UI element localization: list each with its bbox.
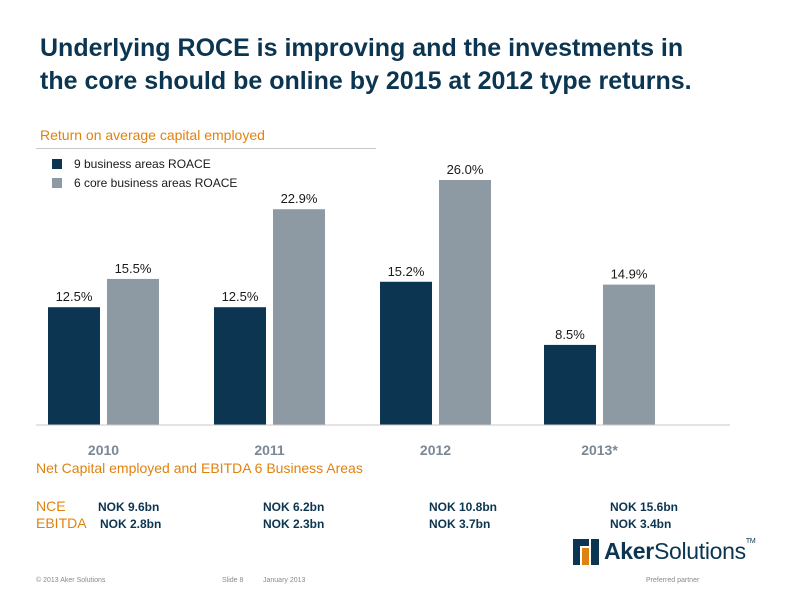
title-line-1: Underlying ROCE is improving and the inv…	[40, 34, 684, 62]
x-tick-label: 2012	[420, 442, 451, 458]
data-label: 12.5%	[56, 289, 93, 304]
legend-item-9-areas: 9 business areas ROACE	[52, 154, 237, 173]
chart-legend: 9 business areas ROACE 6 core business a…	[52, 154, 237, 192]
data-label: 15.5%	[115, 261, 152, 276]
nce-row: NCE NOK 9.6bn NOK 6.2bn NOK 10.8bn NOK 1…	[36, 498, 776, 515]
bar-six-core-2011	[273, 209, 325, 425]
bar-nine-areas-2013	[544, 344, 596, 425]
data-label: 26.0%	[447, 162, 484, 177]
data-label: 14.9%	[611, 267, 648, 282]
bar-six-core-2012	[439, 180, 491, 425]
bar-nine-areas-2010	[48, 307, 100, 425]
x-tick-label: 2010	[88, 442, 119, 458]
footer-date: January 2013	[263, 577, 306, 584]
bar-nine-areas-2012	[380, 281, 432, 425]
section-title-nce-ebitda: Net Capital employed and EBITDA 6 Busine…	[36, 460, 363, 476]
title-line-2: the core should be online by 2015 at 201…	[40, 67, 692, 95]
legend-label: 9 business areas ROACE	[74, 156, 211, 171]
legend-swatch-dark	[52, 158, 62, 169]
aker-logo-icon	[573, 538, 599, 565]
footer-slide-number: Slide 8	[222, 577, 244, 584]
ebitda-value: NOK 2.3bn	[263, 517, 325, 531]
subtitle-divider	[36, 148, 376, 149]
ebitda-row: EBITDA NOK 2.8bn NOK 2.3bn NOK 3.7bn NOK…	[36, 515, 776, 532]
data-label: 15.2%	[388, 264, 425, 279]
aker-solutions-logo: AkerSolutionsTM	[573, 538, 756, 565]
legend-item-6-core: 6 core business areas ROACE	[52, 173, 237, 192]
footer-copyright: © 2013 Aker Solutions	[36, 577, 106, 584]
legend-label: 6 core business areas ROACE	[74, 175, 238, 190]
ebitda-value: NOK 3.4bn	[610, 517, 672, 531]
nce-ebitda-table: NCE NOK 9.6bn NOK 6.2bn NOK 10.8bn NOK 1…	[36, 498, 776, 532]
nce-value: NOK 15.6bn	[610, 500, 679, 514]
x-tick-label: 2011	[254, 442, 285, 458]
nce-value: NOK 10.8bn	[429, 500, 498, 514]
bar-six-core-2013	[603, 284, 655, 425]
chart-subtitle: Return on average capital employed	[40, 127, 265, 143]
nce-value: NOK 9.6bn	[98, 500, 160, 514]
data-label: 8.5%	[555, 327, 585, 342]
data-label: 12.5%	[222, 289, 259, 304]
nce-label: NCE	[36, 498, 66, 514]
bar-six-core-2010	[107, 278, 159, 425]
legend-swatch-grey	[52, 177, 62, 188]
x-tick-label: 2013*	[581, 442, 618, 458]
data-label: 22.9%	[281, 191, 318, 206]
bar-nine-areas-2011	[214, 307, 266, 425]
ebitda-value: NOK 3.7bn	[429, 517, 491, 531]
ebitda-label: EBITDA	[36, 515, 87, 531]
ebitda-value: NOK 2.8bn	[100, 517, 162, 531]
footer-tagline: Preferred partner	[646, 577, 700, 584]
slide-title: Underlying ROCE is improving and the inv…	[40, 32, 780, 98]
nce-value: NOK 6.2bn	[263, 500, 325, 514]
logo-wordmark: AkerSolutionsTM	[604, 538, 756, 564]
